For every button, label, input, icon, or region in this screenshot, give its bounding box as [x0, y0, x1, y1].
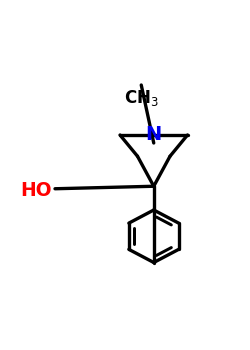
Text: N: N — [146, 126, 162, 145]
Text: HO: HO — [20, 181, 52, 199]
Text: CH$_3$: CH$_3$ — [124, 88, 159, 107]
